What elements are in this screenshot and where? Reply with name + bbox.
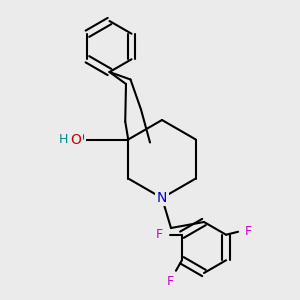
Text: F: F <box>167 275 173 288</box>
Text: O: O <box>70 133 81 146</box>
Text: F: F <box>245 225 252 238</box>
Text: N: N <box>157 191 167 205</box>
Text: H: H <box>59 133 68 146</box>
Text: O: O <box>70 131 81 145</box>
Text: F: F <box>156 228 163 241</box>
Text: H: H <box>61 131 70 145</box>
Text: O: O <box>73 131 84 145</box>
